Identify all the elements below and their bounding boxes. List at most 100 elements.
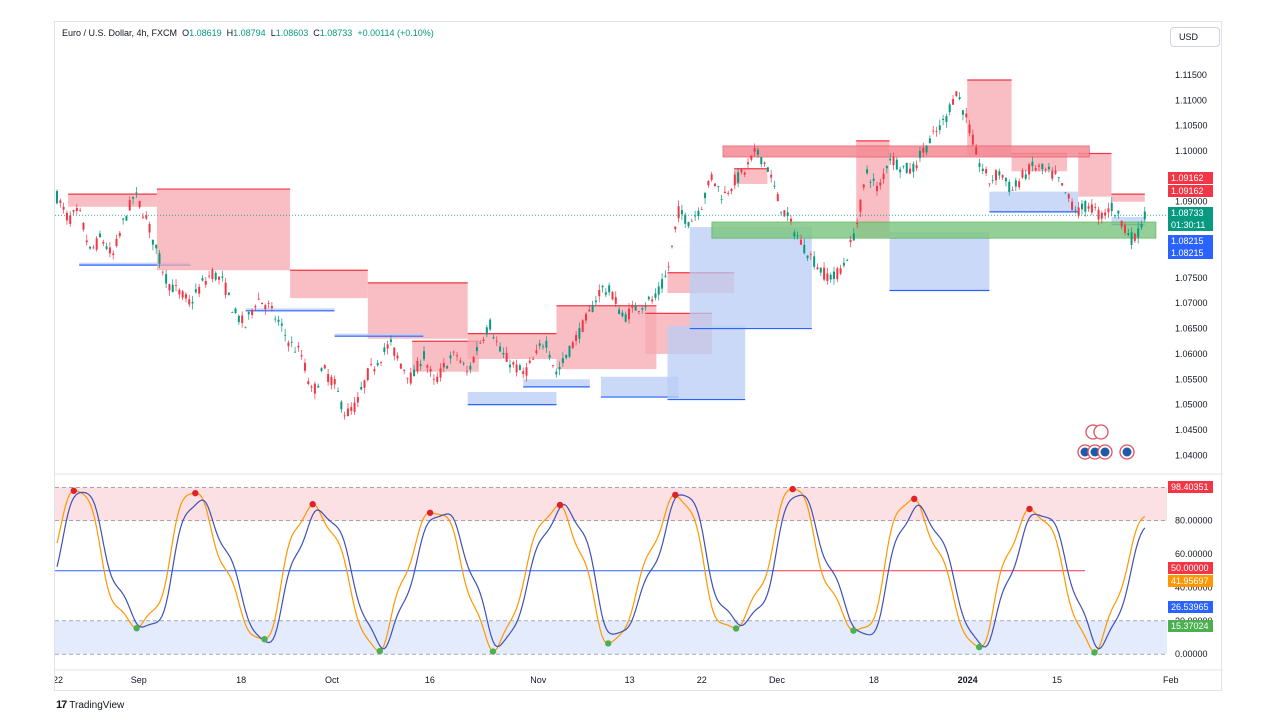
candle-body (1120, 220, 1123, 227)
zone-supply-0 (68, 194, 157, 207)
candle-body (935, 131, 938, 132)
key-level-support (711, 221, 1157, 239)
candle-body (942, 118, 945, 120)
candle-body (247, 312, 250, 315)
candle-body (1084, 200, 1087, 212)
candle-body (317, 385, 320, 388)
candle-body (211, 269, 214, 280)
economic-event-icon-2 (1100, 447, 1110, 457)
symbol-label: Euro / U.S. Dollar, 4h, FXCM (62, 28, 178, 38)
candle-body (244, 326, 247, 328)
candle-body (456, 355, 459, 357)
zone-demand-3 (245, 308, 335, 311)
candle-body (1034, 168, 1037, 171)
tradingview-logo[interactable]: 17 TradingView (56, 699, 124, 711)
candle-body (952, 99, 955, 105)
chart-canvas[interactable]: 1.115001.110001.105001.100001.095001.090… (55, 22, 1223, 692)
candle-body (294, 351, 297, 353)
open-label: O (182, 28, 190, 38)
candle-body (836, 268, 839, 280)
candle-body (75, 207, 78, 212)
candle-body (727, 192, 730, 194)
candle-body (462, 363, 465, 365)
price-axis-tick-13: 1.05000 (1175, 400, 1208, 410)
candle-body (112, 253, 115, 256)
osc-axis-tick-1: 60.00000 (1175, 549, 1213, 559)
candle-body (657, 286, 660, 295)
candle-body (585, 313, 588, 321)
candle-body (393, 347, 396, 356)
close-label: C (313, 28, 320, 38)
oversold-signal-dot (133, 625, 140, 632)
candle-body (403, 370, 406, 372)
candle-body (148, 224, 151, 233)
currency-button[interactable]: USD (1170, 27, 1220, 47)
close-value: 1.08733 (319, 28, 353, 38)
candle-body (65, 212, 68, 221)
candle-body (670, 245, 673, 247)
price-axis-tick-2: 1.10500 (1175, 121, 1208, 131)
candle-body (614, 297, 617, 304)
candle-body (72, 210, 75, 212)
candle-body (515, 364, 518, 373)
candle-body (85, 240, 88, 243)
candle-body (601, 285, 604, 288)
candle-body (158, 253, 161, 264)
candle-body (634, 305, 637, 311)
candle-body (105, 246, 108, 249)
candle-body (866, 169, 869, 174)
candle-body (221, 276, 224, 278)
zone-demand-25 (1111, 216, 1145, 225)
candle-body (816, 267, 819, 270)
osc-axis-tick-2: 40.00000 (1175, 582, 1213, 592)
candle-body (442, 362, 445, 368)
candle-body (383, 347, 386, 352)
candle-body (485, 327, 488, 335)
candle-body (892, 156, 895, 166)
candle-body (965, 113, 968, 118)
zone-demand-6 (334, 333, 424, 337)
candle-body (1061, 183, 1064, 186)
overbought-signal-dot (426, 509, 434, 516)
resistance-tag-2: 1.09162 (1168, 185, 1213, 197)
candle-body (879, 182, 882, 186)
zone-supply-21 (1011, 153, 1068, 172)
candle-body (280, 323, 283, 326)
candle-body (270, 306, 273, 309)
candle-body (1074, 209, 1077, 211)
candle-body (899, 169, 902, 173)
candle-body (842, 262, 845, 266)
candle-body (178, 289, 181, 295)
candle-body (69, 215, 72, 224)
candle-body (1123, 225, 1126, 233)
zone-supply-4 (290, 270, 368, 299)
osc-mid-tag: 50.00000 (1168, 562, 1213, 574)
candle-body (998, 171, 1001, 176)
candle-body (697, 210, 700, 216)
time-axis-tick-11: 15 (1052, 675, 1062, 685)
candle-body (581, 320, 584, 332)
candle-body (1064, 192, 1067, 194)
candle-body (651, 299, 654, 302)
candle-body (449, 355, 452, 359)
candle-body (343, 415, 346, 417)
candle-body (482, 339, 485, 342)
candle-body (290, 342, 293, 343)
candle-body (267, 303, 270, 305)
candle-body (479, 342, 482, 344)
candle-body (204, 281, 207, 285)
candle-body (284, 334, 287, 336)
candle-body (955, 91, 958, 97)
time-axis-tick-9: 18 (869, 675, 879, 685)
candle-body (760, 157, 763, 165)
low-value: 1.08603 (275, 28, 309, 38)
candle-body (426, 365, 429, 368)
candle-body (700, 209, 703, 210)
candle-body (237, 315, 240, 323)
candle-body (413, 369, 416, 377)
candle-body (799, 239, 802, 245)
candle-body (406, 377, 409, 379)
candle-body (885, 166, 888, 169)
zone-supply-5 (367, 282, 468, 339)
candle-body (429, 369, 432, 372)
